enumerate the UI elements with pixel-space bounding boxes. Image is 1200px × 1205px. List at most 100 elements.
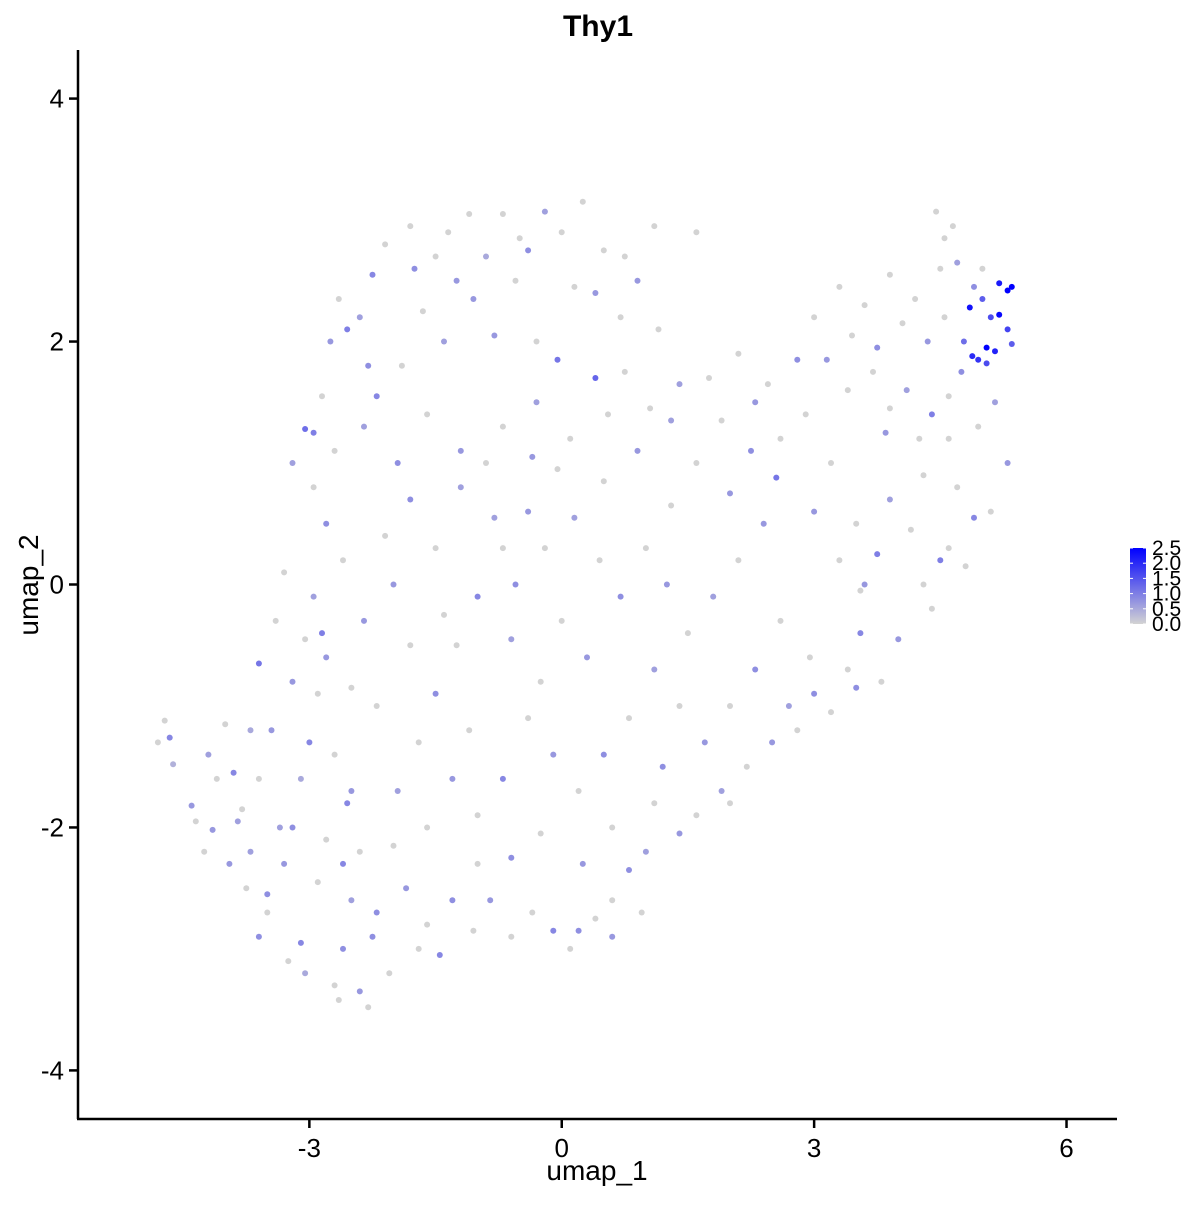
cell-point xyxy=(617,314,624,321)
cell-point xyxy=(335,997,342,1003)
cell-point xyxy=(861,302,868,309)
x-ticks: -3 0 3 6 xyxy=(298,1119,1074,1163)
cell-point xyxy=(226,860,233,867)
cell-point xyxy=(398,362,405,369)
cell-point xyxy=(596,557,603,564)
cell-point xyxy=(764,381,771,388)
cell-point xyxy=(844,666,851,673)
y-tick-label: -2 xyxy=(41,812,64,842)
colorbar-tick-label: 1.0 xyxy=(1152,583,1181,606)
cell-point xyxy=(966,304,973,311)
cell-point xyxy=(958,368,965,375)
cell-point xyxy=(727,490,733,497)
cell-point xyxy=(642,848,649,855)
cell-point xyxy=(794,356,801,363)
cell-point xyxy=(676,703,683,709)
cell-point xyxy=(752,399,759,406)
x-tick-label: 6 xyxy=(1059,1133,1073,1163)
cell-point xyxy=(676,381,683,388)
colorbar-tick-label: 0.5 xyxy=(1152,598,1181,621)
cell-point xyxy=(861,581,868,588)
colorbar-tick-label: 0.0 xyxy=(1152,613,1181,636)
cell-point xyxy=(882,429,889,436)
cell-point xyxy=(600,751,607,758)
cell-point xyxy=(340,945,346,952)
cell-point xyxy=(272,617,279,624)
cell-point xyxy=(600,478,607,485)
cell-point xyxy=(205,751,212,758)
cell-point xyxy=(407,223,414,230)
cell-point xyxy=(276,824,283,831)
cell-point xyxy=(1004,460,1011,466)
chart-title: Thy1 xyxy=(563,10,633,43)
cell-point xyxy=(449,897,456,904)
cell-point xyxy=(920,472,927,479)
cell-point xyxy=(928,605,935,612)
cell-point xyxy=(836,283,843,290)
cell-point xyxy=(449,775,456,782)
cell-point xyxy=(525,715,532,722)
cell-point xyxy=(571,283,578,290)
cell-point xyxy=(373,703,380,709)
cell-point xyxy=(1004,326,1011,333)
cell-point xyxy=(188,802,195,809)
cell-point xyxy=(996,311,1003,318)
cell-point xyxy=(441,338,447,345)
cell-point xyxy=(470,927,477,934)
cell-point xyxy=(243,885,250,892)
cell-point xyxy=(234,818,241,825)
cell-point xyxy=(323,520,330,527)
cell-point xyxy=(567,945,574,952)
cell-point xyxy=(823,356,830,363)
cell-point xyxy=(874,551,881,558)
cell-point xyxy=(537,678,544,685)
cell-point xyxy=(533,399,540,406)
cell-point xyxy=(924,338,931,345)
cell-point xyxy=(373,909,380,916)
cell-point xyxy=(302,426,309,432)
cell-point xyxy=(592,915,599,922)
cell-point xyxy=(996,280,1003,287)
cell-point xyxy=(369,271,376,278)
cell-point xyxy=(445,229,452,236)
cell-point xyxy=(356,848,363,855)
cell-point xyxy=(264,909,271,916)
cell-point xyxy=(508,854,515,861)
x-tick-label: -3 xyxy=(298,1133,321,1163)
cell-point xyxy=(962,563,969,570)
colorbar-gradient xyxy=(1130,548,1146,624)
y-ticks: -4 -2 0 2 4 xyxy=(41,84,78,1085)
cell-point xyxy=(659,763,666,770)
cell-point xyxy=(735,350,742,357)
cell-point xyxy=(992,348,998,355)
cell-point xyxy=(382,532,389,539)
cell-point xyxy=(390,842,397,849)
cell-point xyxy=(718,417,725,424)
cell-point xyxy=(306,739,313,746)
cell-point xyxy=(550,927,557,934)
cell-point xyxy=(319,630,325,637)
cell-point xyxy=(361,423,367,430)
cell-point xyxy=(937,557,944,564)
cell-point xyxy=(474,593,481,600)
cell-point xyxy=(302,636,309,643)
cell-point xyxy=(575,788,582,794)
cell-point xyxy=(192,818,199,825)
cell-point xyxy=(857,630,864,637)
cell-point xyxy=(651,666,658,673)
cell-point xyxy=(255,660,262,667)
cell-point xyxy=(706,375,712,381)
cell-point xyxy=(806,654,813,661)
cell-point xyxy=(971,514,977,521)
cell-point xyxy=(170,761,177,768)
cell-point xyxy=(419,308,426,315)
cell-point xyxy=(571,514,578,521)
cell-point xyxy=(268,727,275,734)
cell-point xyxy=(668,502,675,509)
cell-point xyxy=(945,393,952,400)
cell-point xyxy=(945,435,952,442)
cell-point xyxy=(668,417,675,424)
cell-point xyxy=(811,314,818,321)
cell-point xyxy=(466,727,473,734)
